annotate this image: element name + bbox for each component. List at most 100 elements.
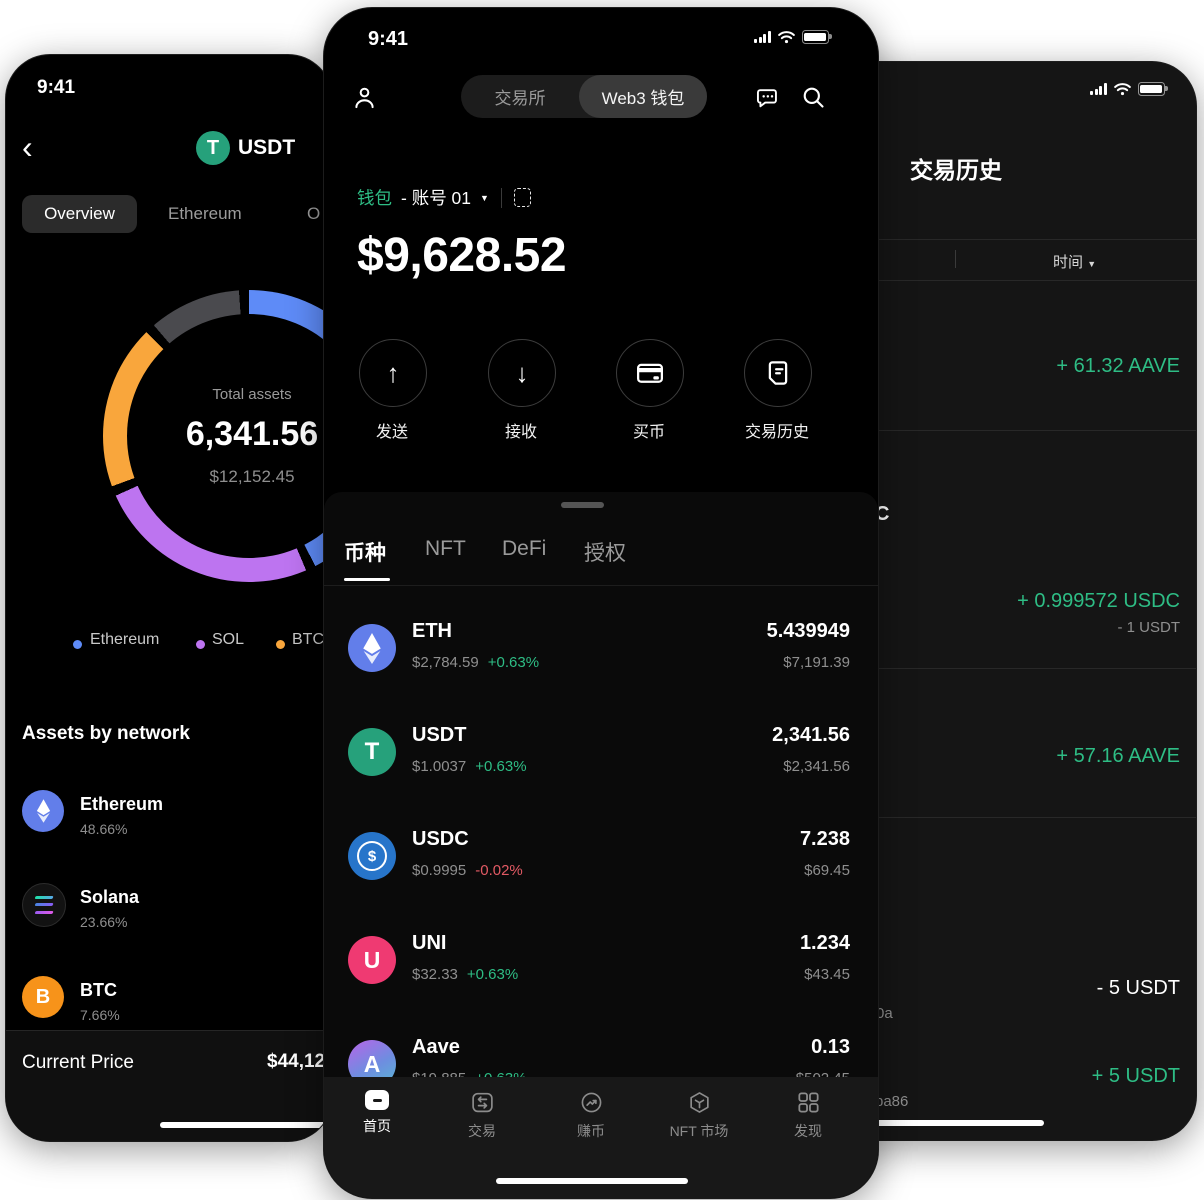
legend-label-sol: SOL (212, 631, 245, 648)
usdc-glyph: $ (367, 847, 377, 865)
earn-icon (581, 1092, 601, 1113)
arrow-down-icon: ↓ (515, 357, 529, 388)
divider (700, 239, 1196, 240)
usdt-detail-phone: 9:41 ‹ T USDT Overview Ethereum O Total … (6, 55, 332, 1141)
token-row-uni[interactable]: U UNI $32.33 +0.63% 1.234 $43.45 (324, 908, 878, 1012)
active-tab-underline (344, 578, 390, 581)
home-indicator[interactable] (496, 1178, 688, 1184)
network-row-btc[interactable]: B BTC 7.66% (6, 951, 332, 1043)
usdt-glyph: T (364, 738, 380, 765)
wallet-home-phone: 9:41 交易所 Web3 钱包 钱包 - 账号 01 ▼ $9,628.52 … (324, 8, 878, 1198)
network-name: BTC (80, 980, 117, 1000)
nav-discover[interactable]: 发现 (760, 1090, 856, 1141)
tab-coins[interactable]: 币种 (344, 542, 386, 565)
history-button[interactable] (744, 339, 812, 407)
account-selector[interactable]: 钱包 - 账号 01 ▼ (357, 185, 531, 210)
nav-earn-label: 赚币 (577, 1123, 605, 1139)
tx-amount[interactable]: + 61.32 AAVE (1056, 355, 1180, 377)
tab-defi[interactable]: DeFi (502, 537, 547, 560)
nav-nft-market[interactable]: NFT 市场 (651, 1090, 747, 1141)
card-icon (637, 363, 663, 383)
drag-handle[interactable] (561, 502, 604, 508)
wifi-icon (1113, 83, 1131, 96)
eth-icon (348, 624, 396, 672)
search-icon[interactable] (800, 84, 827, 111)
token-amount: 1.234 (799, 932, 850, 954)
tab-ethereum[interactable]: Ethereum (168, 204, 242, 223)
token-symbol: ETH (412, 620, 452, 642)
network-row-solana[interactable]: Solana 23.66% (6, 858, 332, 950)
tx-amount[interactable]: - 5 USDT (1096, 977, 1180, 999)
token-change: +0.63% (487, 654, 540, 671)
network-name: Ethereum (80, 794, 164, 814)
filter-time[interactable]: 时间 ▼ (1053, 251, 1096, 272)
tab-nft[interactable]: NFT (425, 537, 466, 560)
token-symbol: Aave (412, 1036, 460, 1058)
header-divider (500, 187, 502, 208)
tx-address-fragment: ba86 (875, 1093, 909, 1110)
ethereum-icon (22, 790, 64, 832)
nav-home[interactable]: 首页 (329, 1090, 425, 1136)
tab-approvals[interactable]: 授权 (584, 542, 626, 565)
nav-earn[interactable]: 赚币 (543, 1090, 639, 1141)
chat-icon[interactable] (754, 84, 781, 111)
home-indicator (160, 1122, 332, 1128)
home-icon (365, 1090, 389, 1110)
usdt-icon: T (348, 728, 396, 776)
token-symbol: UNI (412, 932, 447, 954)
token-row-usdc[interactable]: $ USDC $0.9995 -0.02% 7.238 $69.45 (324, 804, 878, 908)
buy-crypto-button[interactable] (616, 339, 684, 407)
legend-label-btc: BTC (292, 631, 324, 648)
tx-sub-amount: - 1 USDT (1117, 619, 1180, 636)
back-icon[interactable]: ‹ (22, 129, 33, 165)
caret-down-icon: ▼ (1087, 259, 1097, 269)
tab-web3-wallet[interactable]: Web3 钱包 (601, 89, 685, 108)
signal-icon (754, 31, 771, 43)
token-row-eth[interactable]: ETH $2,784.59 +0.63% 5.439949 $7,191.39 (324, 596, 878, 700)
status-icons (754, 30, 832, 44)
copy-address-icon[interactable] (513, 188, 531, 207)
buy-label: 买币 (632, 424, 666, 441)
profile-icon[interactable] (351, 84, 378, 111)
current-price-value: $44,12 (267, 1051, 326, 1072)
tab-partial[interactable]: O (307, 204, 321, 223)
receive-button[interactable]: ↓ (488, 339, 556, 407)
tx-amount[interactable]: + 57.16 AAVE (1056, 745, 1180, 767)
legend-dot-sol (196, 636, 205, 654)
nav-discover-label: 发现 (794, 1123, 822, 1139)
status-time: 9:41 (368, 28, 409, 50)
token-change: -0.02% (475, 862, 523, 879)
nav-home-label: 首页 (363, 1118, 391, 1134)
page-title: USDT (238, 136, 296, 159)
send-button[interactable]: ↑ (359, 339, 427, 407)
total-balance: $9,628.52 (357, 229, 567, 282)
divider (700, 668, 1196, 669)
token-change: +0.63% (466, 966, 519, 983)
token-change: +0.63% (475, 758, 527, 775)
token-row-usdt[interactable]: T USDT $1.0037 +0.63% 2,341.56 $2,341.56 (324, 700, 878, 804)
nav-trade[interactable]: 交易 (434, 1090, 530, 1141)
usdt-glyph: T (206, 136, 220, 159)
home-indicator (798, 1120, 1044, 1126)
network-row-ethereum[interactable]: Ethereum 48.66% (6, 765, 332, 857)
arrow-up-icon: ↑ (386, 357, 400, 388)
tx-amount[interactable]: + 0.999572 USDC (1017, 590, 1180, 612)
account-label: - 账号 01 (401, 188, 472, 208)
status-icons (1090, 82, 1168, 96)
tab-overview[interactable]: Overview (22, 195, 137, 233)
discover-icon (797, 1092, 819, 1113)
token-amount: 7.238 (799, 828, 850, 850)
donut-usd: $12,152.45 (209, 467, 295, 486)
token-symbol: USDT (412, 724, 467, 746)
tx-amount[interactable]: + 5 USDT (1091, 1065, 1180, 1087)
tab-exchange[interactable]: 交易所 (494, 89, 546, 108)
legend-dot-ethereum (73, 636, 82, 654)
history-label: 交易历史 (744, 424, 810, 441)
solana-icon (22, 883, 66, 927)
aave-glyph: A (363, 1050, 381, 1077)
token-price: $32.33 (412, 966, 458, 983)
tx-address-fragment: 0a (876, 1005, 893, 1022)
usdc-icon: $ (348, 832, 396, 880)
donut-label: Total assets (212, 386, 292, 403)
token-price: $2,784.59 (412, 654, 479, 671)
